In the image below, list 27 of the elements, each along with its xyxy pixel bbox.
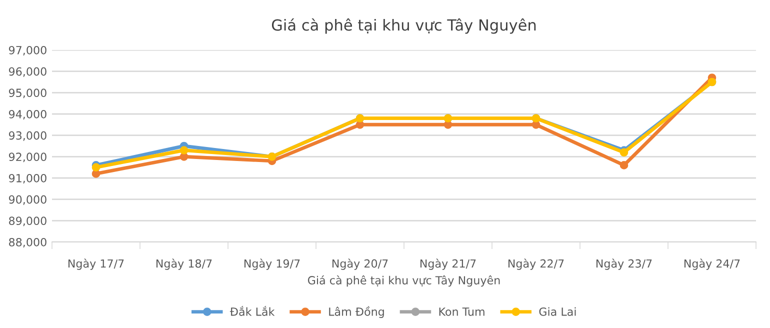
- y-tick-label: 92,000: [8, 152, 46, 162]
- point: [180, 146, 188, 154]
- x-tick-label: Ngày 18/7: [156, 258, 212, 270]
- x-tick-label: Ngày 17/7: [68, 258, 124, 270]
- y-tick-label: 95,000: [8, 88, 46, 98]
- x-tick-label: Ngày 19/7: [244, 258, 300, 270]
- y-tick-label: 89,000: [9, 216, 46, 226]
- x-tick-label: Ngày 22/7: [508, 258, 564, 270]
- x-tick-label: Ngày 23/7: [596, 258, 652, 270]
- chart-title: Giá cà phê tại khu vực Tây Nguyên: [272, 18, 536, 34]
- legend-label: Gia Lai: [539, 307, 576, 316]
- legend-label: Đắk Lắk: [230, 306, 275, 316]
- legend-label: Kon Tum: [439, 308, 484, 316]
- y-tick-label: 90,000: [8, 195, 46, 205]
- y-tick-label: 93,000: [8, 131, 46, 141]
- x-axis-title: Giá cà phê tại khu vực Tây Nguyên: [308, 275, 500, 287]
- x-tick-label: Ngày 21/7: [420, 258, 476, 270]
- point: [620, 148, 628, 157]
- y-tick-label: 94,000: [8, 110, 46, 120]
- y-tick-label: 91,000: [8, 174, 46, 184]
- y-tick-label: 88,000: [9, 238, 46, 248]
- y-tick-label: 96,000: [8, 67, 46, 77]
- x-tick-label: Ngày 24/7: [684, 258, 740, 270]
- point: [620, 161, 628, 170]
- legend-label: Lâm Đồng: [329, 306, 384, 318]
- x-tick-label: Ngày 20/7: [332, 258, 388, 270]
- y-tick-label: 97,000: [8, 46, 46, 56]
